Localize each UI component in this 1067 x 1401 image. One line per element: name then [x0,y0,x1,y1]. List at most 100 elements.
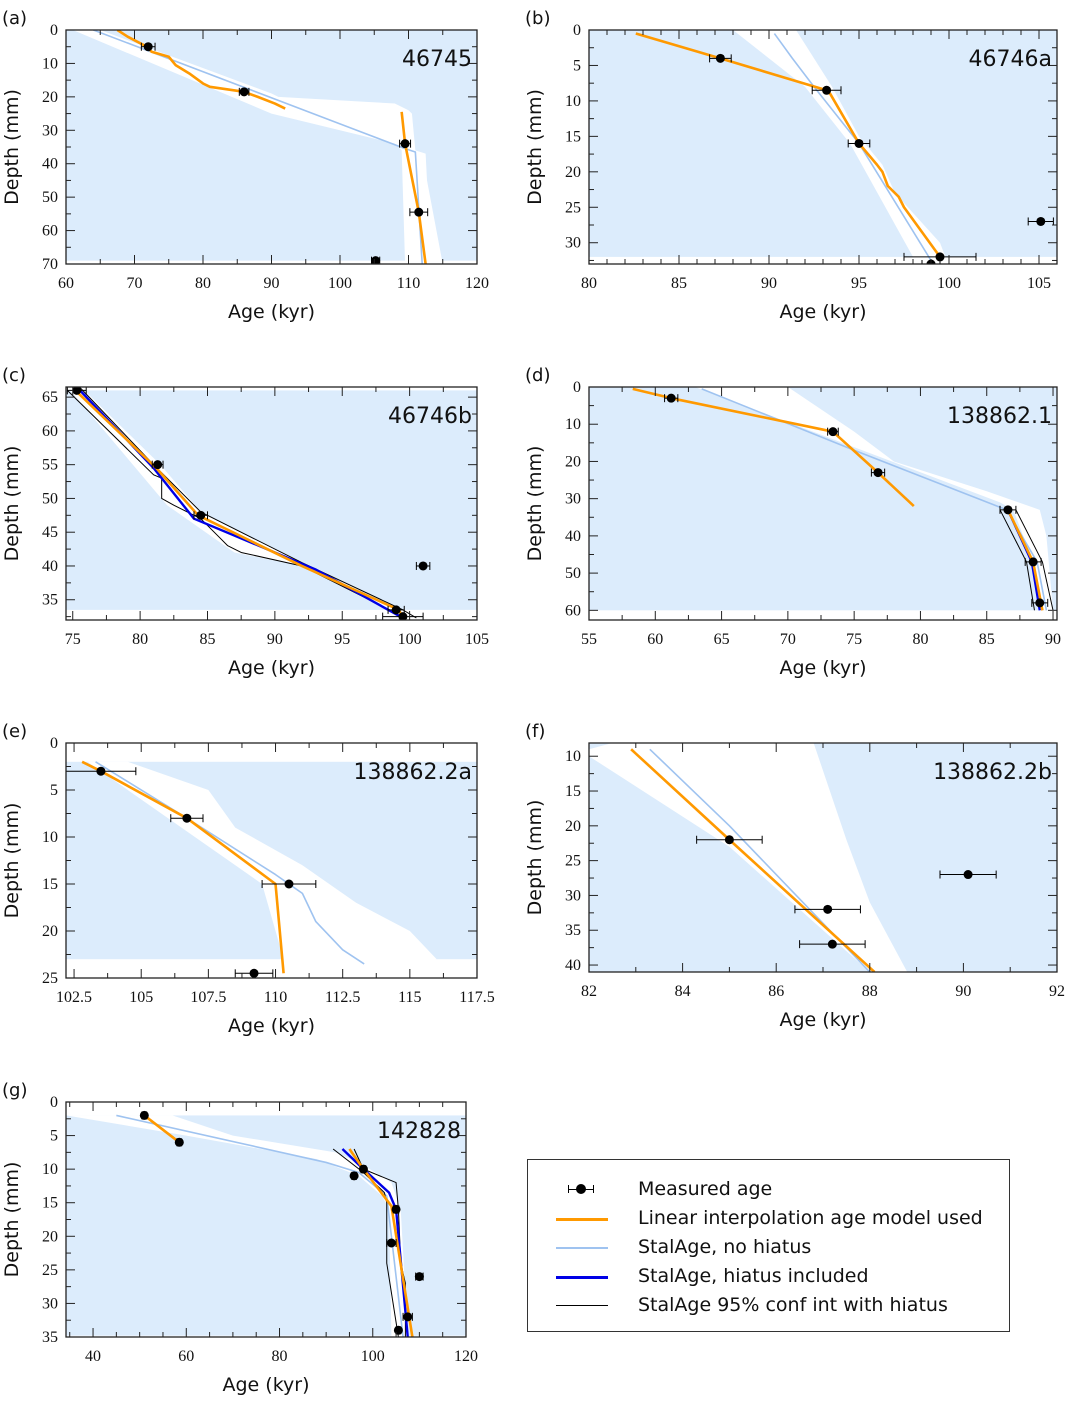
y-tick-label: 25 [565,199,581,216]
y-tick-label: 20 [42,1228,58,1245]
measured-age-point [391,605,401,615]
y-tick-label: 0 [573,22,581,39]
y-tick-label: 50 [42,189,58,206]
y-tick-label: 30 [42,1295,58,1312]
legend-label: Measured age [638,1178,773,1200]
legend-linear-swatch [556,1218,608,1221]
y-tick-label: 30 [565,235,581,252]
x-axis-label: Age (kyr) [228,657,315,679]
x-tick-label: 70 [127,275,143,292]
x-tick-label: 80 [132,631,148,648]
measured-age-point [827,939,837,949]
panel-letter: (d) [525,365,550,386]
x-tick-label: 120 [465,275,489,292]
plot-area [589,387,1057,611]
panel-c: 75 80 85 90 95 100 105 35 40 45 50 55 60 65 Age (kyr) D… [1,365,489,679]
measured-age-point [1036,216,1046,226]
x-tick-label: 80 [195,275,211,292]
x-tick-label: 40 [85,1348,101,1365]
confidence-band [87,761,437,978]
x-tick-label: 100 [398,631,422,648]
linear-interpolation-line [348,1148,414,1337]
measured-age-point [1003,505,1013,515]
y-tick-label: 60 [42,223,58,240]
panel-f: 82 84 86 88 90 92 10 15 20 25 30 35 40 Age (kyr) Depth… [524,721,1065,1031]
y-axis-label: Depth (mm) [1,1162,23,1278]
legend-point-swatch [568,1184,594,1194]
legend-stalage-no-hiatus-swatch [556,1247,608,1249]
measured-age-point [822,85,832,95]
panel-letter: (b) [525,8,550,29]
y-tick-label: 20 [42,923,58,940]
x-tick-label: 90 [264,275,280,292]
y-tick-label: 20 [565,164,581,181]
x-tick-label: 85 [199,631,215,648]
measured-age-point [1028,557,1038,567]
y-tick-label: 35 [42,592,58,609]
x-tick-label: 60 [58,275,74,292]
background-band [66,390,477,610]
x-tick-label: 105 [465,631,489,648]
x-tick-label: 110 [264,989,287,1006]
x-tick-label: 80 [912,631,928,648]
y-tick-label: 60 [42,423,58,440]
y-tick-label: 45 [42,524,58,541]
sample-id: 142828 [377,1119,461,1144]
measured-age-point [715,53,725,63]
legend-stalage-hiatus-swatch [556,1276,608,1279]
y-tick-label: 15 [565,783,581,800]
measured-age-point [403,1312,413,1322]
y-tick-label: 30 [42,122,58,139]
plot-frame [65,386,478,621]
measured-age-point [414,1272,424,1282]
y-tick-label: 40 [42,558,58,575]
y-tick-label: 20 [565,818,581,835]
y-tick-label: 25 [42,1262,58,1279]
measured-age-point [249,968,259,978]
y-tick-label: 0 [573,379,581,396]
plot-area [66,30,477,264]
x-tick-label: 100 [361,1348,385,1365]
measured-age-point [143,42,153,52]
y-axis-label: Depth (mm) [1,89,23,205]
y-tick-label: 30 [565,887,581,904]
measured-age-point [139,1110,149,1120]
y-tick-label: 15 [42,876,58,893]
measured-age-point [873,468,883,478]
x-tick-label: 90 [761,275,777,292]
x-tick-label: 105 [1027,275,1051,292]
plot-area [66,760,477,978]
plot-area [66,387,477,620]
sample-id: 138862.2b [933,760,1052,785]
x-tick-label: 105 [129,989,153,1006]
y-tick-label: 40 [565,957,581,974]
measured-age-point [418,561,428,571]
y-tick-label: 5 [50,1128,58,1145]
x-tick-label: 85 [979,631,995,648]
y-tick-label: 30 [565,491,581,508]
confidence-band [67,387,417,618]
y-tick-label: 35 [42,1329,58,1346]
linear-interpolation-line [143,1114,181,1144]
measured-age-point [400,139,410,149]
measured-age-point [393,1325,403,1335]
sample-id: 46745 [402,47,472,72]
ci-line [79,387,417,619]
y-tick-label: 10 [565,93,581,110]
x-tick-label: 60 [647,631,663,648]
plot-area [589,743,1057,972]
y-tick-label: 0 [50,735,58,752]
x-tick-label: 90 [1045,631,1061,648]
measured-age-point [854,138,864,148]
y-axis-label: Depth (mm) [524,446,546,562]
y-tick-label: 10 [565,748,581,765]
x-tick-label: 75 [65,631,81,648]
y-tick-label: 0 [50,1094,58,1111]
legend-item: StalAge, hiatus included [528,1263,1009,1292]
y-tick-label: 20 [42,89,58,106]
x-tick-label: 75 [846,631,862,648]
legend-ci-swatch [556,1305,608,1306]
legend-item: Measured age [528,1176,1009,1205]
